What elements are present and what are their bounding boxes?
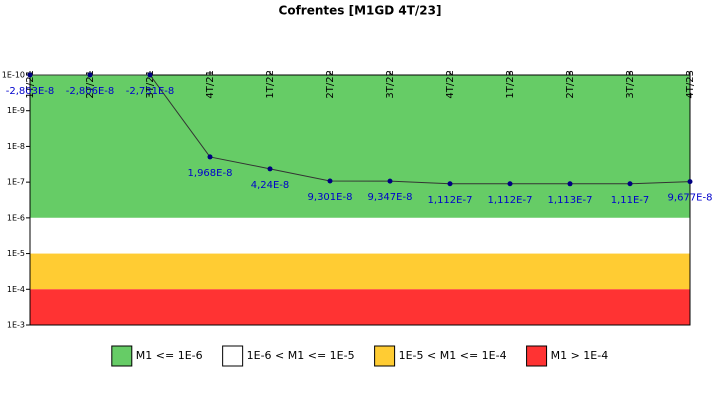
value-label: 1,968E-8 — [188, 168, 233, 179]
value-label: 1,11E-7 — [611, 195, 650, 206]
marker — [687, 179, 693, 185]
value-label: 4,24E-8 — [251, 180, 290, 191]
marker — [27, 72, 33, 78]
marker — [267, 166, 273, 172]
legend-label: M1 <= 1E-6 — [136, 349, 203, 362]
value-label: 9,301E-8 — [308, 192, 353, 203]
value-label: -2,731E-8 — [126, 86, 175, 97]
legend: M1 <= 1E-6 1E-6 < M1 <= 1E-5 1E-5 < M1 <= … — [111, 345, 609, 367]
y-tick-label: 1E-4 — [7, 285, 25, 294]
x-tick-label: 4T/21 — [205, 70, 216, 99]
band — [30, 289, 690, 325]
band — [30, 217, 690, 254]
marker — [387, 178, 393, 184]
y-tick-label: 1E-10 — [2, 71, 25, 80]
x-tick-label: 1T/22 — [265, 70, 276, 99]
legend-swatch — [111, 345, 133, 367]
marker — [327, 178, 333, 184]
x-tick-label: 4T/23 — [685, 70, 696, 99]
y-tick-label: 1E-6 — [7, 213, 25, 222]
value-label: -2,803E-8 — [6, 86, 55, 97]
x-tick-label: 2T/22 — [325, 70, 336, 99]
y-tick-label: 1E-7 — [7, 178, 25, 187]
band — [30, 75, 690, 218]
y-tick-label: 1E-3 — [7, 321, 25, 330]
plot-frame — [29, 74, 691, 326]
legend-swatch — [526, 345, 548, 367]
value-label: 9,347E-8 — [368, 192, 413, 203]
x-tick-label: 1T/23 — [505, 70, 516, 99]
x-tick-label: 2T/23 — [565, 70, 576, 99]
marker — [147, 72, 153, 78]
legend-swatch — [374, 345, 396, 367]
x-tick-label: 4T/22 — [445, 70, 456, 99]
value-label: 1,113E-7 — [548, 195, 593, 206]
x-tick-label: 1T/21 — [25, 70, 36, 99]
value-label: 9,677E-8 — [668, 193, 713, 204]
x-tick-label: 3T/22 — [385, 70, 396, 99]
x-tick-label: 3T/23 — [625, 70, 636, 99]
series-line — [30, 74, 691, 185]
marker — [627, 181, 633, 187]
x-tick-label: 2T/21 — [85, 70, 96, 99]
x-tick-label: 3T/21 — [145, 70, 156, 99]
chart-title: Cofrentes [M1GD 4T/23] — [279, 4, 442, 18]
y-tick-label: 1E-9 — [7, 106, 25, 115]
legend-swatch — [222, 345, 244, 367]
band — [30, 253, 690, 290]
value-label: 1,112E-7 — [428, 195, 473, 206]
value-label: -2,806E-8 — [66, 86, 115, 97]
marker — [207, 154, 213, 160]
value-label: 1,112E-7 — [488, 195, 533, 206]
marker — [87, 72, 93, 78]
marker — [447, 181, 453, 187]
marker — [567, 181, 573, 187]
y-tick-label: 1E-8 — [7, 142, 25, 151]
y-tick-label: 1E-5 — [7, 249, 25, 258]
legend-label: 1E-5 < M1 <= 1E-4 — [399, 349, 507, 362]
legend-label: M1 > 1E-4 — [551, 349, 609, 362]
legend-label: 1E-6 < M1 <= 1E-5 — [247, 349, 355, 362]
marker — [507, 181, 513, 187]
